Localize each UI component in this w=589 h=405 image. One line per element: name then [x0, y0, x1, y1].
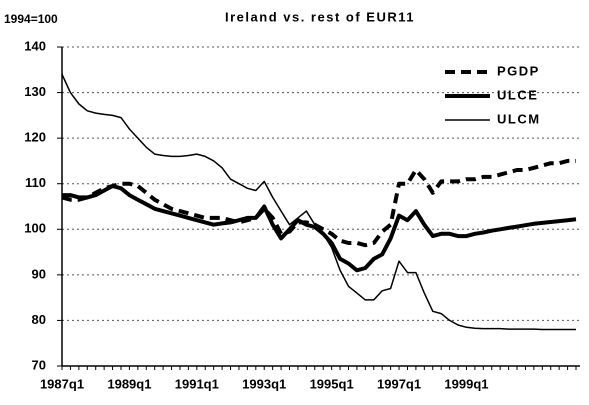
y-tick-label: 100: [24, 221, 46, 236]
x-tick-label: 1987q1: [40, 376, 84, 391]
y-tick-label: 120: [24, 130, 46, 145]
series-line: [61, 158, 576, 248]
series-line: [62, 184, 577, 273]
y-tick-label: 70: [32, 357, 46, 372]
chart-title: Ireland vs. rest of EUR11: [225, 9, 415, 24]
legend-label: ULCE: [497, 87, 538, 102]
y-tick-label: 140: [24, 38, 46, 53]
y-tick-label: 80: [32, 312, 46, 327]
legend-label: ULCM: [497, 111, 541, 126]
x-tick-label: 1991q1: [175, 376, 219, 391]
y-tick-label: 90: [32, 266, 46, 281]
legend-label: PGDP: [497, 63, 540, 78]
y-tick-label: 130: [24, 84, 46, 99]
series-line: [61, 73, 576, 331]
x-tick-label: 1997q1: [377, 376, 421, 391]
x-tick-label: 1989q1: [107, 376, 151, 391]
x-tick-label: 1993q1: [242, 376, 286, 391]
x-tick-label: 1999q1: [444, 376, 488, 391]
y-tick-label: 110: [25, 175, 46, 190]
x-tick-label: 1995q1: [310, 376, 354, 391]
annotation: 1994=100: [4, 12, 58, 26]
